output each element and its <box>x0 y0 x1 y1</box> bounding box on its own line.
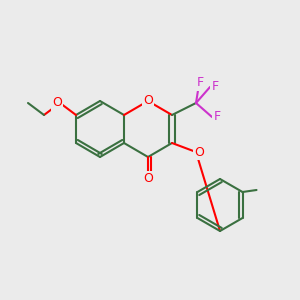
Text: F: F <box>213 110 220 124</box>
Text: O: O <box>143 172 153 185</box>
Text: F: F <box>196 76 204 89</box>
Text: O: O <box>52 97 62 110</box>
Text: O: O <box>143 94 153 107</box>
Text: F: F <box>212 80 219 94</box>
Text: O: O <box>194 146 204 158</box>
